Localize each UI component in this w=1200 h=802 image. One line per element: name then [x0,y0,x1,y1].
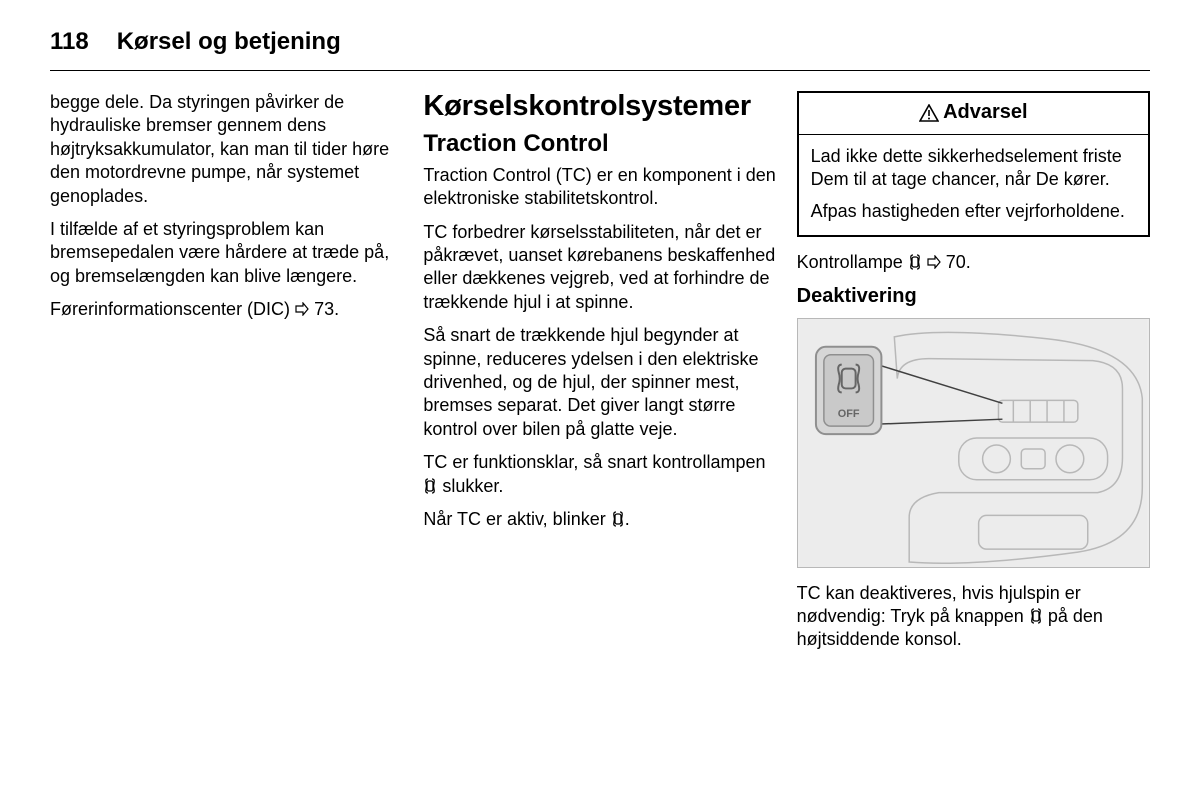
subsection-heading: Traction Control [423,131,776,157]
body-text: TC forbedrer kørselsstabiliteten, når de… [423,221,776,315]
traction-control-icon [611,511,625,527]
warning-label: Advarsel [943,101,1028,124]
content-columns: begge dele. Da styringen påvirker de hyd… [50,91,1150,662]
warning-text: Afpas hastigheden efter vejrforhol­dene. [811,200,1136,223]
button-off-label: OFF [837,408,859,420]
warning-box: Advarsel Lad ikke dette sikkerhedselemen… [797,91,1150,237]
text-run: Førerinformationscenter (DIC) [50,299,295,319]
page-number: 118 [50,28,89,56]
body-text: TC er funktionsklar, så snart kontrol­la… [423,451,776,498]
chapter-title: Kørsel og betjening [117,28,341,56]
warning-body: Lad ikke dette sikkerhedselement friste … [799,135,1148,235]
column-1: begge dele. Da styringen påvirker de hyd… [50,91,403,662]
column-2: Kørselskontrolsystemer Traction Control … [423,91,776,662]
manual-page: 118 Kørsel og betjening begge dele. Da s… [0,0,1200,802]
column-3: Advarsel Lad ikke dette sikkerhedselemen… [797,91,1150,662]
traction-control-icon [908,254,922,270]
section-heading: Kørselskontrolsystemer [423,91,776,121]
subheading: Deaktivering [797,285,1150,308]
overhead-console-illustration: OFF [797,318,1150,568]
traction-control-icon [423,478,437,494]
text-run: Kontrollampe [797,252,908,272]
warning-triangle-icon [919,104,939,122]
body-text: Så snart de trækkende hjul begynder at s… [423,324,776,441]
body-text: TC kan deaktiveres, hvis hjulspin er nød… [797,582,1150,652]
text-run: 73. [309,299,339,319]
body-text: I tilfælde af et styringsproblem kan bre… [50,218,403,288]
text-run: TC er funktionsklar, så snart kontrol­la… [423,452,765,472]
body-text: Førerinformationscenter (DIC) 73. [50,298,403,321]
page-ref-arrow-icon [295,302,309,316]
warning-title: Advarsel [799,93,1148,135]
text-run: slukker. [437,476,503,496]
console-drawing: OFF [798,319,1149,567]
text-run: Når TC er aktiv, blinker [423,509,610,529]
body-text: begge dele. Da styringen påvirker de hyd… [50,91,403,208]
body-text: Når TC er aktiv, blinker . [423,508,776,531]
traction-control-icon [1029,608,1043,624]
page-ref-arrow-icon [927,255,941,269]
body-text: Kontrollampe 70. [797,251,1150,274]
text-run: . [625,509,630,529]
page-header: 118 Kørsel og betjening [50,28,1150,71]
text-run: 70. [941,252,971,272]
warning-text: Lad ikke dette sikkerhedselement friste … [811,145,1136,192]
body-text: Traction Control (TC) er en kompo­nent i… [423,164,776,211]
